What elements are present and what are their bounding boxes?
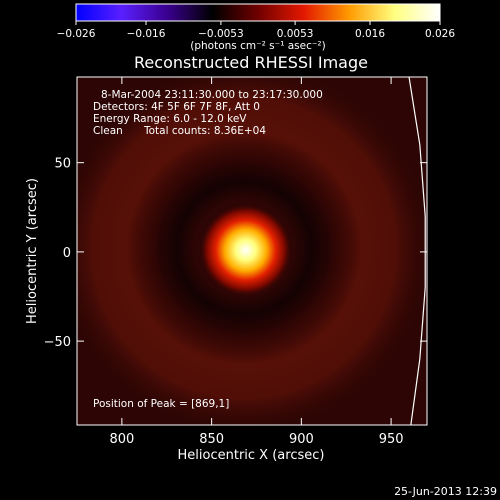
x-axis-title: Heliocentric X (arcsec) bbox=[178, 448, 325, 463]
y-tick-label: −50 bbox=[44, 335, 71, 350]
annotation-energy: Energy Range: 6.0 - 12.0 keV bbox=[93, 113, 247, 125]
x-axis-ticks: 800 850 900 950 bbox=[109, 77, 404, 447]
x-tick-label: 900 bbox=[289, 432, 314, 447]
plot-frame bbox=[76, 76, 428, 426]
colorbar-tick-label: −0.026 bbox=[57, 28, 96, 40]
colorbar-tick-label: 0.026 bbox=[425, 28, 455, 40]
annotation-method: Clean bbox=[93, 125, 123, 137]
y-axis-title: Heliocentric Y (arcsec) bbox=[25, 178, 40, 324]
colorbar-label: (photons cm⁻² s⁻¹ asec⁻²) bbox=[190, 40, 325, 52]
colorbar-tick-label: −0.0053 bbox=[198, 28, 244, 40]
annotation-detectors: Detectors: 4F 5F 6F 7F 8F, Att 0 bbox=[93, 101, 260, 113]
colorbar-tick-label: −0.016 bbox=[127, 28, 166, 40]
heatmap-image bbox=[77, 77, 427, 425]
chart-title: Reconstructed RHESSI Image bbox=[134, 53, 368, 72]
colorbar bbox=[75, 3, 441, 22]
colorbar-ticks: −0.026 −0.016 −0.0053 0.0053 0.016 0.026 bbox=[57, 21, 455, 40]
colorbar-tick-label: 0.016 bbox=[355, 28, 385, 40]
y-tick-label: 0 bbox=[63, 246, 71, 261]
colorbar-tick-label: 0.0053 bbox=[277, 28, 314, 40]
x-tick-label: 950 bbox=[379, 432, 404, 447]
x-tick-label: 800 bbox=[109, 432, 134, 447]
annotation-peak-position: Position of Peak = [869,1] bbox=[93, 398, 229, 410]
footer-timestamp: 25-Jun-2013 12:39 bbox=[394, 485, 497, 498]
annotation-time: 8-Mar-2004 23:11:30.000 to 23:17:30.000 bbox=[101, 89, 323, 101]
y-tick-label: 50 bbox=[54, 157, 71, 172]
x-tick-label: 850 bbox=[199, 432, 224, 447]
y-axis-ticks: 50 0 −50 bbox=[44, 157, 427, 350]
annotation-counts: Total counts: 8.36E+04 bbox=[143, 125, 266, 137]
heatmap-core bbox=[199, 204, 292, 297]
